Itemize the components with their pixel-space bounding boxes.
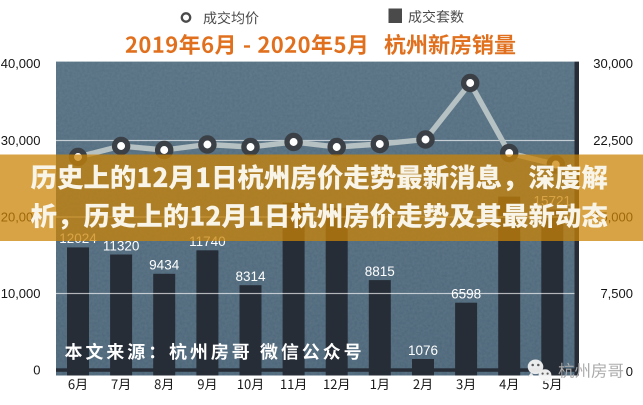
svg-text:8314: 8314 — [235, 269, 266, 284]
svg-text:0: 0 — [626, 364, 633, 379]
svg-text:30,000: 30,000 — [593, 56, 633, 71]
svg-text:0: 0 — [33, 363, 40, 378]
svg-text:9434: 9434 — [149, 258, 180, 273]
svg-text:40,000: 40,000 — [1, 56, 41, 71]
svg-text:30,000: 30,000 — [1, 133, 41, 148]
svg-text:7,500: 7,500 — [600, 286, 633, 301]
svg-text:1076: 1076 — [408, 343, 438, 358]
svg-text:8815: 8815 — [365, 264, 395, 279]
svg-text:11320: 11320 — [103, 238, 140, 253]
svg-text:10,000: 10,000 — [1, 286, 41, 301]
svg-text:22,500: 22,500 — [593, 133, 633, 148]
svg-text:6598: 6598 — [451, 287, 481, 302]
